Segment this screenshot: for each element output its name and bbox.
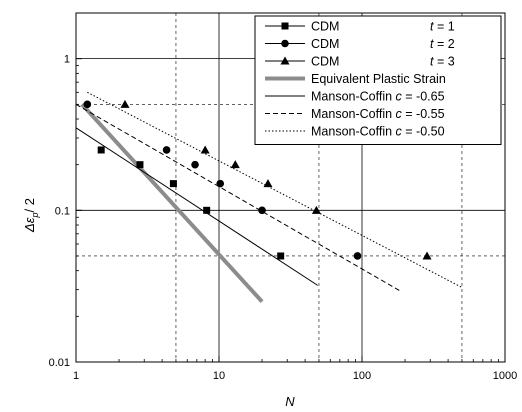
series-line-5 bbox=[75, 127, 318, 286]
y-tick-label: 0.01 bbox=[49, 357, 70, 369]
series-line-6 bbox=[75, 103, 403, 293]
legend-suffix: t = 3 bbox=[430, 55, 455, 69]
data-point-series-3 bbox=[311, 205, 321, 214]
svg-text:Δεp/ 2: Δεp/ 2 bbox=[22, 198, 40, 233]
x-tick-label: 1000 bbox=[493, 370, 517, 382]
legend-swatch-marker bbox=[280, 56, 290, 65]
data-point-series-1 bbox=[277, 252, 285, 260]
legend-label: CDM bbox=[311, 37, 339, 51]
data-point-series-3 bbox=[230, 160, 240, 169]
y-tick-label: 1 bbox=[64, 54, 70, 66]
data-point-series-2 bbox=[191, 160, 199, 169]
data-point-series-2 bbox=[216, 179, 225, 188]
tick-layer: 1 10 100 1000 0.01 0.1 1 bbox=[49, 12, 517, 382]
data-point-series-1 bbox=[97, 146, 105, 154]
data-point-series-2 bbox=[258, 206, 266, 215]
legend-label: CDM bbox=[311, 55, 339, 69]
legend-label: Manson-Coffin c = -0.50 bbox=[311, 125, 445, 139]
data-point-series-1 bbox=[203, 206, 211, 214]
legend-label: Manson-Coffin c = -0.65 bbox=[311, 90, 445, 104]
legend-label: Equivalent Plastic Strain bbox=[311, 72, 446, 86]
legend-suffix: t = 1 bbox=[430, 20, 455, 34]
data-point-series-3 bbox=[120, 99, 130, 108]
y-axis-label-main: Δε bbox=[22, 217, 37, 233]
series-layer bbox=[75, 91, 463, 303]
legend-label: CDM bbox=[311, 20, 339, 34]
data-point-series-3 bbox=[422, 251, 432, 260]
y-tick-label: 0.1 bbox=[55, 205, 70, 217]
legend-suffix: t = 2 bbox=[430, 37, 455, 51]
data-point-series-1 bbox=[136, 161, 144, 169]
plot-frame bbox=[75, 12, 506, 363]
series-line-4 bbox=[80, 102, 264, 303]
series-line-7 bbox=[87, 91, 463, 288]
data-point-series-2 bbox=[162, 146, 171, 154]
data-point-series-2 bbox=[353, 252, 362, 260]
legend-swatch-marker bbox=[281, 39, 289, 48]
x-axis-label: N bbox=[285, 394, 295, 409]
data-point-series-3 bbox=[263, 179, 273, 188]
y-axis-label: Δεp/ 2 bbox=[22, 198, 40, 233]
data-point-series-2 bbox=[83, 100, 92, 109]
legend-swatch-marker bbox=[281, 22, 289, 30]
data-point-series-1 bbox=[169, 180, 177, 188]
x-tick-label: 10 bbox=[213, 370, 225, 382]
x-tick-label: 1 bbox=[73, 370, 79, 382]
y-axis-label-sub: p bbox=[30, 213, 40, 219]
legend: CDM t = 1 CDM t = 2 CDM t = 3 Equivalent Plast… bbox=[254, 15, 502, 145]
x-tick-label: 100 bbox=[353, 370, 371, 382]
legend-label: Manson-Coffin c = -0.55 bbox=[311, 107, 445, 121]
data-point-series-3 bbox=[200, 145, 210, 154]
y-axis-label-suffix: / 2 bbox=[22, 198, 37, 212]
